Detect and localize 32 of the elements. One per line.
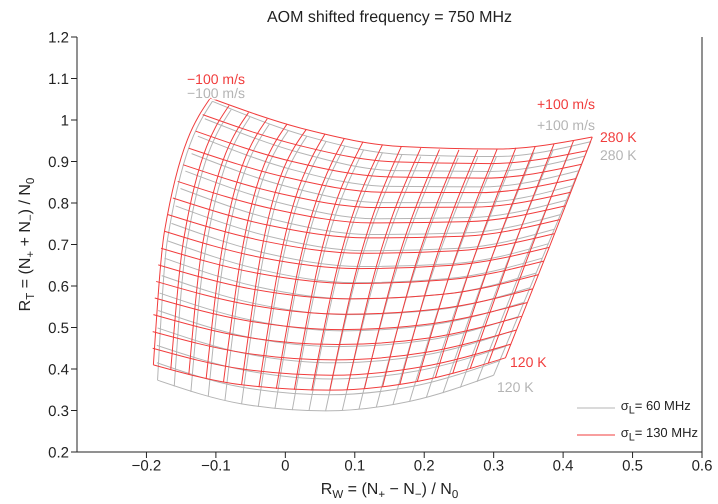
x-tick-label: 0.6 xyxy=(692,458,712,475)
x-tick-label: 0.5 xyxy=(622,458,643,475)
y-tick-label: 0.7 xyxy=(48,236,69,254)
x-tick-label: 0.4 xyxy=(552,458,574,475)
chart-title: AOM shifted frequency = 750 MHz xyxy=(267,9,512,26)
x-tick-label: 0 xyxy=(281,458,290,475)
y-tick-label: 0.4 xyxy=(48,361,69,378)
y-tick-label: 0.8 xyxy=(48,195,69,212)
x-tick-label: 0.3 xyxy=(483,458,504,475)
y-tick-label: 0.6 xyxy=(48,278,69,296)
y-tick-label: 1.1 xyxy=(48,70,69,88)
legend-label: σ$_{L}$= 60 MHz xyxy=(620,398,691,417)
annotation: −100 m/s xyxy=(187,85,245,101)
y-tick-label: 0.5 xyxy=(48,320,69,337)
annotation: +100 m/s xyxy=(537,96,595,112)
annotation: −100 m/s xyxy=(187,71,245,87)
annotation: 120 K xyxy=(510,354,548,370)
x-axis-title: R$_{W}$ = (N$_{+}$ − N$_{−}$) / N$_{0}$ xyxy=(320,481,458,501)
annotation: +100 m/s xyxy=(537,117,595,133)
annotation: 280 K xyxy=(600,129,638,145)
annotation: 280 K xyxy=(600,147,638,163)
y-tick-label: 0.2 xyxy=(48,444,69,462)
x-tick-label: −0.2 xyxy=(132,458,162,475)
legend-label: σ$_{L}$= 130 MHz xyxy=(620,425,698,444)
y-tick-label: 0.9 xyxy=(48,154,69,171)
x-tick-label: 0.1 xyxy=(344,458,366,475)
x-tick-label: −0.1 xyxy=(201,458,231,475)
y-tick-label: 1 xyxy=(60,112,69,130)
x-tick-label: 0.2 xyxy=(414,458,435,475)
annotation: 120 K xyxy=(497,379,534,395)
y-tick-label: 1.2 xyxy=(48,29,69,46)
y-tick-label: 0.3 xyxy=(48,402,69,420)
